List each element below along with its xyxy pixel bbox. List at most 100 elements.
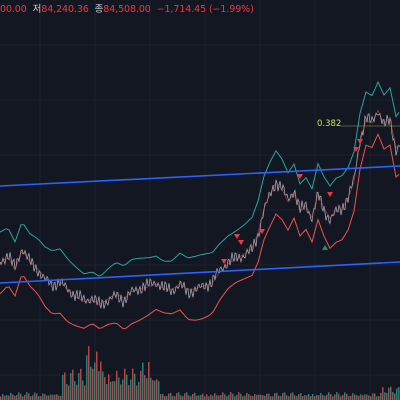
- volume-bar: [4, 395, 6, 400]
- volume-bar: [24, 394, 26, 400]
- volume-bar: [66, 383, 68, 400]
- volume-bar: [112, 381, 114, 400]
- sell-signal-marker: [238, 240, 244, 245]
- volume-bar: [248, 394, 250, 400]
- volume-bar: [34, 392, 36, 400]
- volume-bar: [120, 384, 122, 400]
- close-value: 84,508.00: [103, 4, 151, 15]
- volume-bar: [74, 381, 76, 400]
- volume-bar: [302, 396, 304, 400]
- volume-bar: [186, 392, 188, 400]
- sell-signal-marker: [327, 192, 333, 197]
- volume-bar: [140, 370, 142, 400]
- volume-bar: [130, 379, 132, 400]
- sell-signal-marker: [357, 139, 363, 144]
- volume-bar: [170, 392, 172, 400]
- volume-bar: [138, 381, 140, 400]
- volume-bar: [342, 394, 344, 400]
- volume-bar: [292, 392, 294, 400]
- volume-bar: [254, 393, 256, 400]
- volume-bar: [64, 372, 66, 400]
- moving-average-line: [0, 109, 400, 305]
- volume-bar: [356, 395, 358, 400]
- volume-bar: [268, 393, 270, 400]
- volume-bar: [180, 395, 182, 400]
- low-label: 저: [32, 4, 42, 15]
- volume-bar: [210, 394, 212, 400]
- sell-signal-marker: [221, 259, 227, 264]
- volume-bar: [332, 396, 334, 400]
- volume-bar: [122, 379, 124, 400]
- volume-bar: [322, 394, 324, 400]
- volume-bar: [86, 355, 88, 400]
- volume-bar: [142, 362, 144, 400]
- volume-bar: [168, 393, 170, 400]
- volume-bar: [32, 395, 34, 400]
- volume-bar: [94, 362, 96, 400]
- volume-bar: [366, 394, 368, 400]
- volume-bar: [12, 394, 14, 400]
- volume-bar: [378, 396, 380, 400]
- volume-bar: [258, 394, 260, 400]
- volume-bar: [178, 392, 180, 400]
- volume-bar: [162, 393, 164, 400]
- volume-bar: [182, 396, 184, 400]
- volume-bar: [110, 381, 112, 400]
- volume-bar: [60, 395, 62, 400]
- volume-bar: [6, 394, 8, 400]
- volume-bar: [202, 393, 204, 400]
- volume-bar: [346, 393, 348, 400]
- volume-bar: [214, 393, 216, 400]
- volume-bar: [222, 392, 224, 400]
- volume-bar: [54, 394, 56, 400]
- volume-bar: [8, 395, 10, 400]
- volume-bar: [394, 393, 396, 400]
- volume-bar: [144, 375, 146, 400]
- volume-bar: [368, 395, 370, 400]
- volume-bar: [336, 392, 338, 400]
- volume-bar: [272, 396, 274, 400]
- volume-bar: [304, 395, 306, 400]
- volume-bar: [14, 395, 16, 400]
- volume-bar: [152, 380, 154, 400]
- volume-bar: [78, 373, 80, 400]
- volume-bar: [290, 393, 292, 400]
- volume-bar: [48, 395, 50, 400]
- volume-bar: [316, 394, 318, 400]
- volume-bar: [184, 393, 186, 400]
- volume-bar: [386, 392, 388, 400]
- volume-bar: [276, 392, 278, 400]
- volume-bar: [314, 396, 316, 400]
- volume-bar: [20, 393, 22, 400]
- volume-bar: [126, 374, 128, 400]
- volume-bar: [308, 393, 310, 400]
- volume-bar: [266, 393, 268, 400]
- volume-bar: [240, 393, 242, 400]
- volume-bar: [128, 385, 130, 400]
- volume-bar: [384, 392, 386, 400]
- volume-bar: [392, 392, 394, 400]
- volume-bar: [318, 395, 320, 400]
- volume-bar: [72, 369, 74, 400]
- volume-bar: [364, 394, 366, 400]
- volume-bar: [398, 387, 400, 400]
- volume-bar: [354, 394, 356, 400]
- volume-bars: [0, 346, 400, 400]
- volume-bar: [84, 385, 86, 400]
- volume-bar: [300, 393, 302, 400]
- sell-signal-marker: [259, 229, 265, 234]
- volume-bar: [242, 396, 244, 400]
- fib-level-label: 0.382: [317, 119, 342, 129]
- volume-bar: [312, 393, 314, 400]
- lower-band-line: [0, 132, 400, 330]
- volume-bar: [0, 396, 2, 400]
- volume-bar: [288, 396, 290, 400]
- volume-bar: [216, 395, 218, 400]
- volume-bar: [16, 395, 18, 400]
- volume-bar: [46, 395, 48, 400]
- volume-bar: [102, 371, 104, 400]
- volume-bar: [326, 394, 328, 400]
- volume-bar: [228, 394, 230, 400]
- volume-bar: [42, 393, 44, 400]
